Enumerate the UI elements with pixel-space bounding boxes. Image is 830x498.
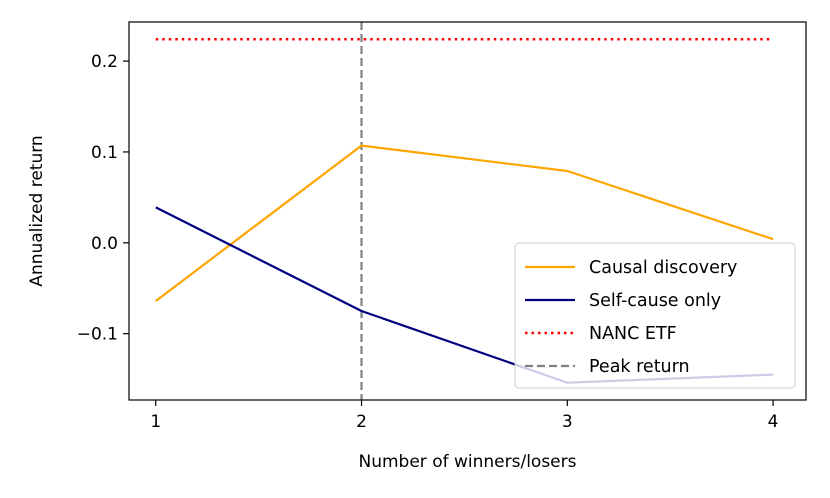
legend: Causal discovery Self-cause only NANC ETF P… [514,242,796,389]
x-tick-label: 1 [150,412,161,432]
y-tick-label: 0.1 [91,143,118,163]
x-axis-ticks: 1 2 3 4 [150,400,778,432]
legend-label-peak-return: Peak return [589,357,690,377]
causal-discovery-line [155,144,774,302]
legend-label-nanc-etf: NANC ETF [589,324,677,344]
x-tick-label: 4 [768,412,779,432]
legend-label-causal-discovery: Causal discovery [589,258,737,278]
legend-label-self-cause-only: Self-cause only [589,291,721,311]
y-tick-label: 0.0 [91,234,118,254]
y-tick-label: −0.1 [77,325,118,345]
legend-box [514,242,796,389]
plot-frame [128,21,807,401]
y-axis-title: Annualized return [27,135,47,286]
y-tick-label: 0.2 [91,52,118,72]
x-tick-label: 3 [562,412,573,432]
x-tick-label: 2 [356,412,367,432]
x-axis-title: Number of winners/losers [359,452,577,472]
y-axis-ticks: −0.1 0.0 0.1 0.2 [77,52,129,345]
